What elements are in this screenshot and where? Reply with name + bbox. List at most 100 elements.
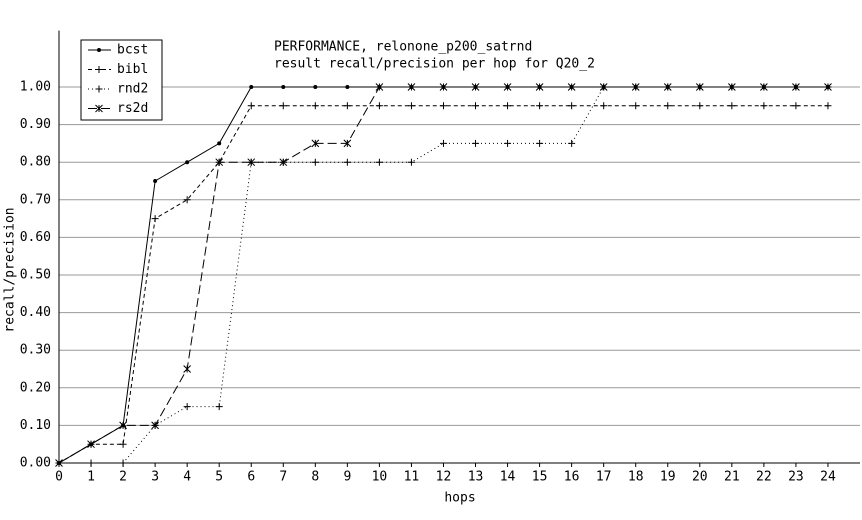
- marker: [119, 459, 127, 467]
- marker: [824, 83, 832, 91]
- y-tick-label: 0.00: [20, 456, 51, 471]
- x-tick-label: 15: [532, 470, 548, 485]
- x-tick-label: 8: [311, 470, 319, 485]
- x-tick-label: 0: [55, 470, 63, 485]
- marker: [343, 102, 351, 110]
- marker: [345, 85, 350, 89]
- marker: [600, 102, 608, 110]
- marker: [247, 102, 255, 110]
- marker: [439, 139, 447, 147]
- marker: [343, 158, 351, 166]
- legend-marker: [97, 48, 101, 52]
- marker: [472, 139, 480, 147]
- marker: [249, 85, 254, 89]
- marker: [439, 102, 447, 110]
- legend-label: rs2d: [117, 101, 148, 116]
- marker: [536, 102, 544, 110]
- marker: [504, 139, 512, 147]
- x-tick-label: 3: [151, 470, 159, 485]
- marker: [599, 83, 608, 91]
- x-tick-label: 6: [247, 470, 255, 485]
- marker: [664, 102, 672, 110]
- marker: [375, 102, 383, 110]
- marker: [375, 83, 384, 91]
- marker: [696, 102, 704, 110]
- marker: [215, 158, 224, 167]
- x-tick-label: 11: [404, 470, 420, 485]
- marker: [279, 158, 288, 167]
- x-tick-label: 1: [87, 470, 95, 485]
- x-tick-label: 17: [596, 470, 612, 485]
- marker: [439, 83, 448, 91]
- marker: [663, 83, 672, 91]
- marker: [504, 102, 512, 110]
- x-tick-label: 2: [119, 470, 127, 485]
- marker: [407, 102, 415, 110]
- marker: [407, 83, 416, 91]
- marker: [824, 102, 832, 110]
- x-tick-label: 23: [788, 470, 804, 485]
- legend-marker: [95, 85, 103, 93]
- marker: [153, 179, 158, 183]
- y-axis-label: recall/precision: [3, 207, 18, 332]
- marker: [215, 403, 223, 411]
- marker: [119, 421, 127, 430]
- marker: [631, 83, 640, 91]
- marker: [279, 102, 287, 110]
- marker: [728, 102, 736, 110]
- marker: [119, 440, 127, 448]
- x-tick-label: 7: [279, 470, 287, 485]
- legend-label: bcst: [117, 43, 148, 58]
- marker: [217, 141, 222, 146]
- marker: [375, 158, 383, 166]
- marker: [792, 83, 800, 91]
- marker: [87, 440, 95, 449]
- marker: [792, 102, 800, 110]
- x-tick-label: 19: [660, 470, 676, 485]
- y-tick-label: 0.80: [20, 155, 51, 170]
- marker: [568, 139, 576, 147]
- y-tick-label: 0.50: [20, 268, 51, 283]
- x-tick-label: 16: [564, 470, 580, 485]
- x-tick-label: 12: [436, 470, 452, 485]
- chart-subtitle: result recall/precision per hop for Q20_…: [274, 57, 595, 72]
- chart-title: PERFORMANCE, relonone_p200_satrnd: [274, 40, 532, 55]
- x-axis-label: hops: [444, 491, 475, 506]
- x-tick-label: 24: [820, 470, 836, 485]
- y-tick-label: 0.40: [20, 305, 51, 320]
- x-tick-label: 22: [756, 470, 772, 485]
- marker: [183, 196, 191, 204]
- marker: [183, 403, 191, 411]
- marker: [760, 83, 768, 91]
- marker: [247, 158, 256, 167]
- marker: [343, 139, 352, 148]
- marker: [536, 139, 544, 147]
- x-tick-label: 4: [183, 470, 191, 485]
- marker: [151, 215, 159, 223]
- marker: [55, 459, 63, 467]
- y-tick-label: 0.60: [20, 230, 51, 245]
- marker: [151, 421, 159, 430]
- x-tick-label: 21: [724, 470, 740, 485]
- marker: [695, 83, 704, 91]
- marker: [313, 85, 318, 89]
- marker: [183, 365, 192, 373]
- y-tick-label: 1.00: [20, 80, 51, 95]
- legend-label: rnd2: [117, 82, 148, 97]
- x-tick-label: 14: [500, 470, 516, 485]
- marker: [87, 459, 95, 467]
- x-tick-label: 20: [692, 470, 708, 485]
- marker: [632, 102, 640, 110]
- legend-label: bibl: [117, 62, 148, 77]
- marker: [760, 102, 768, 110]
- y-tick-label: 0.20: [20, 380, 51, 395]
- marker: [407, 158, 415, 166]
- y-tick-label: 0.30: [20, 343, 51, 358]
- marker: [311, 102, 319, 110]
- marker: [535, 83, 544, 91]
- x-tick-label: 5: [215, 470, 223, 485]
- legend-box: [80, 39, 163, 121]
- y-tick-label: 0.90: [20, 117, 51, 132]
- y-tick-label: 0.10: [20, 418, 51, 433]
